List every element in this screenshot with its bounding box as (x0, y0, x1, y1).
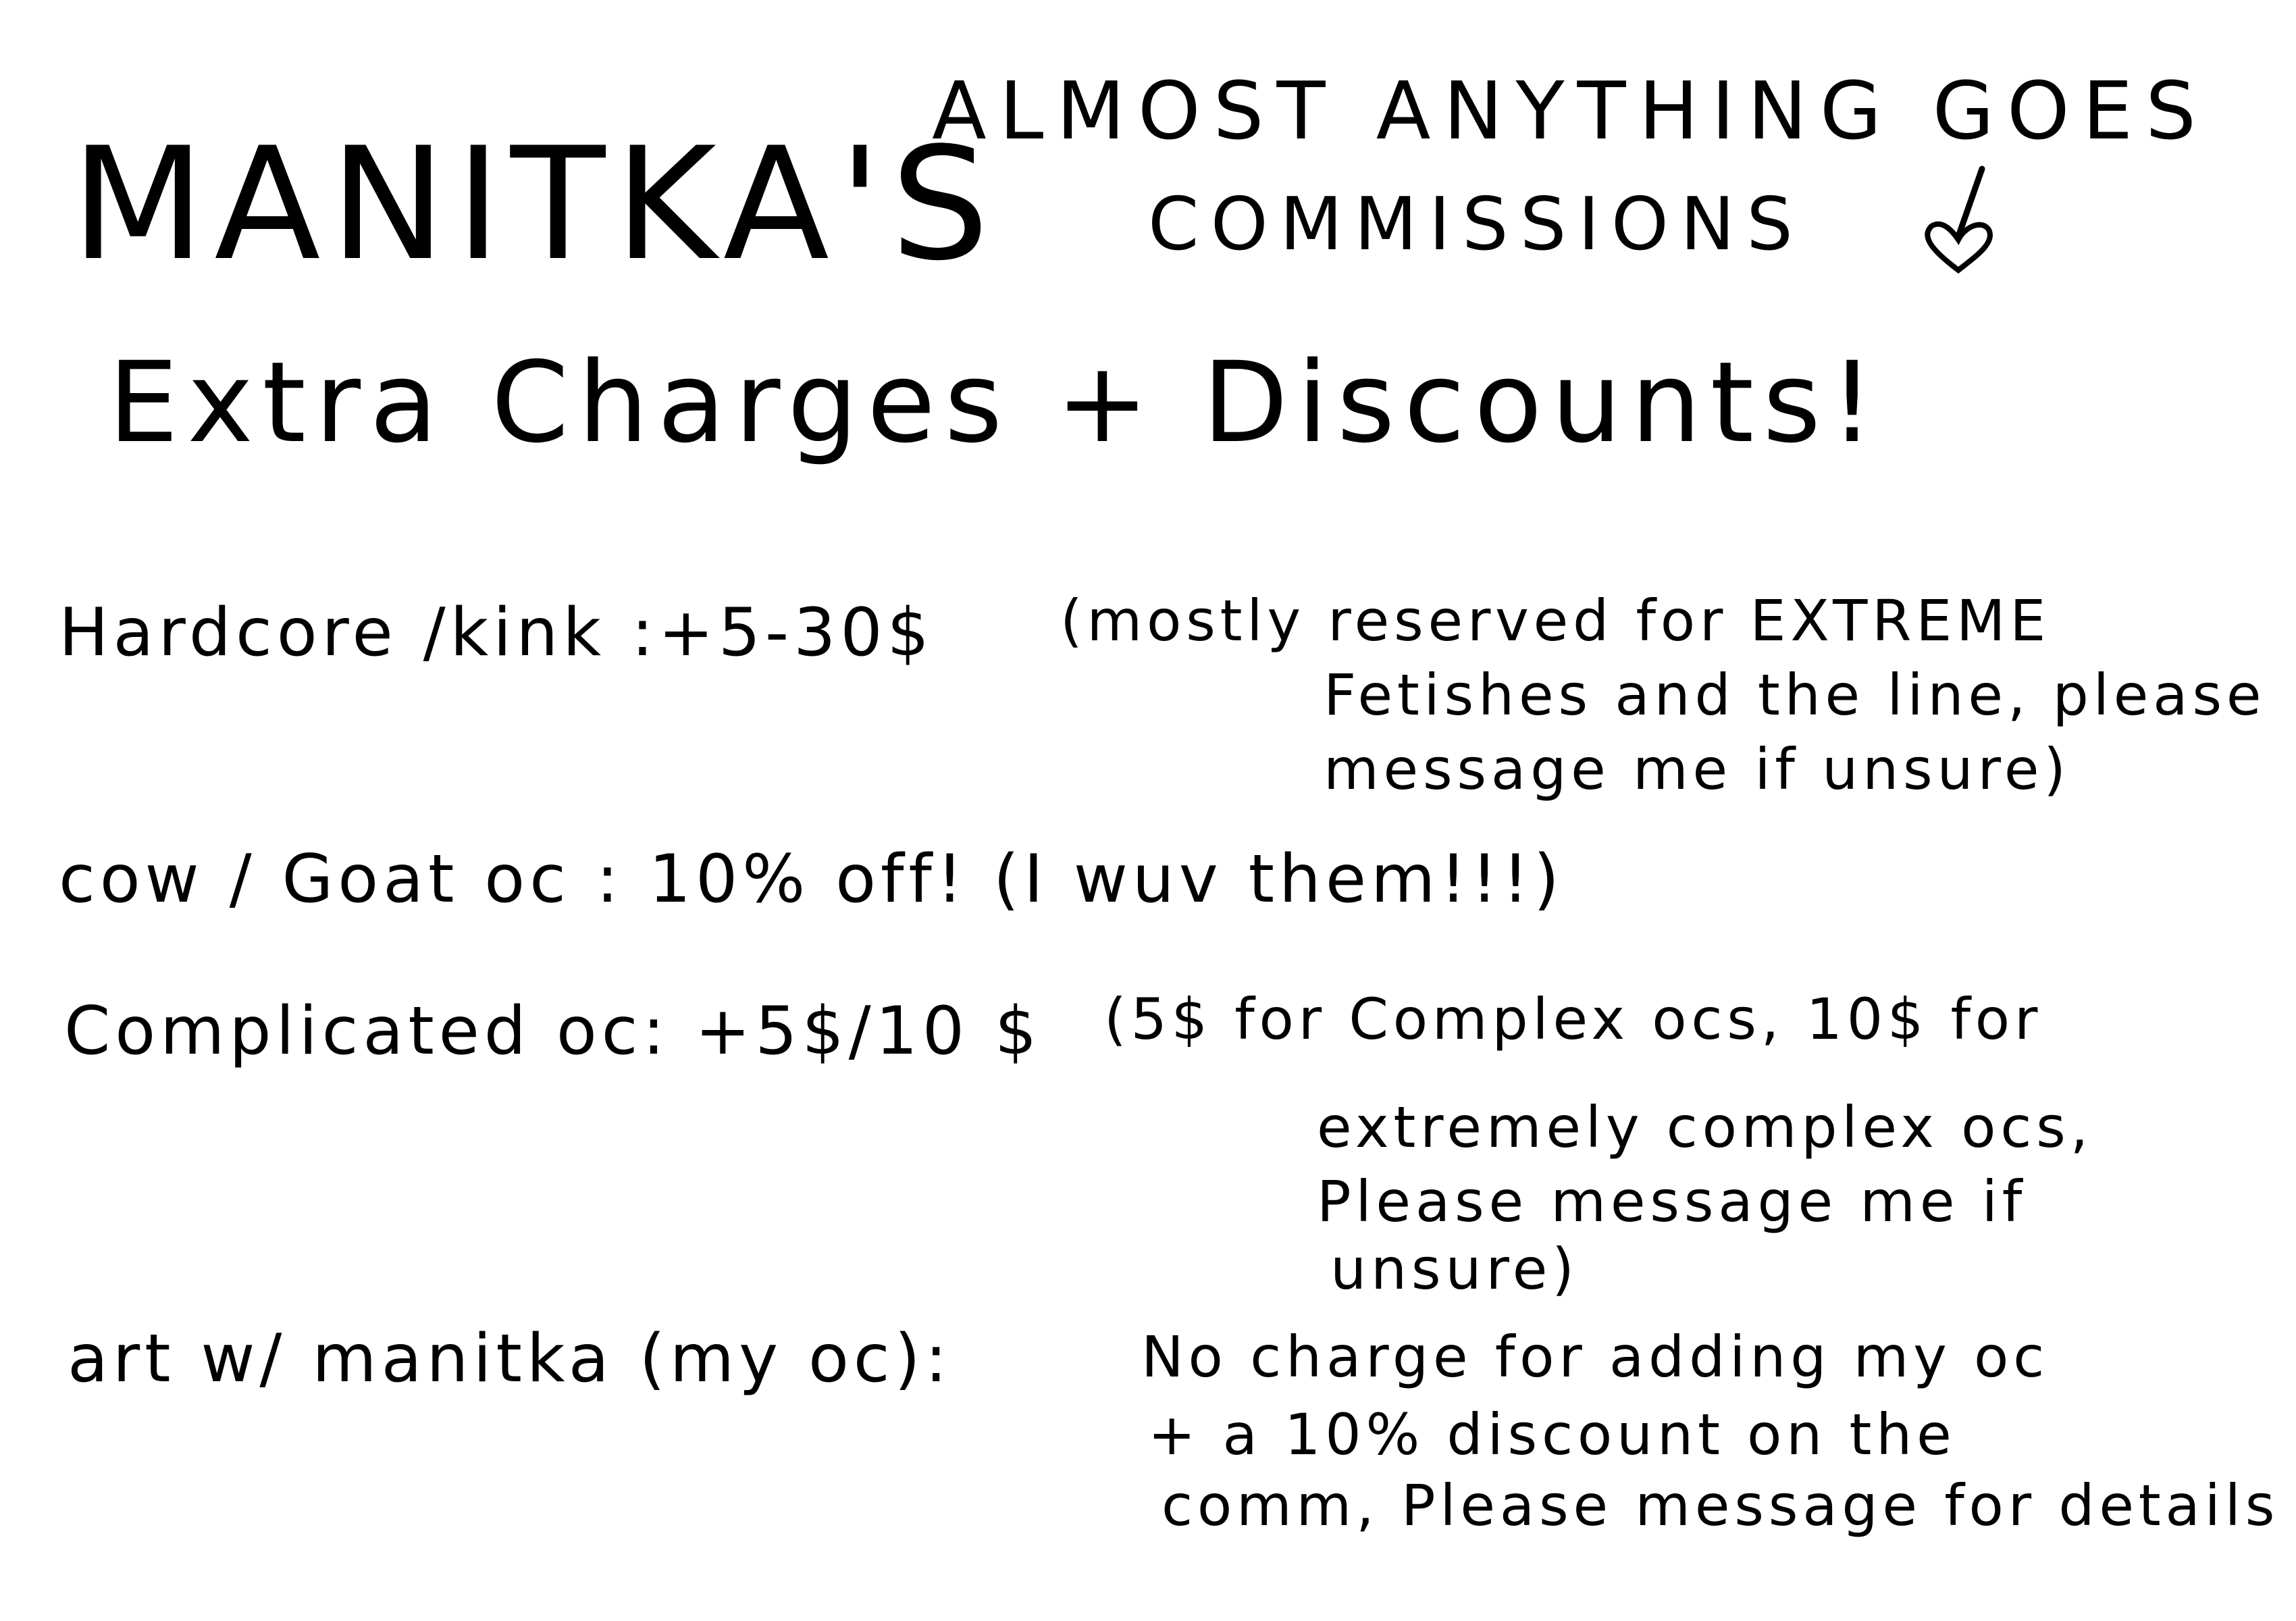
heart-doodle-icon (1925, 165, 1993, 274)
discount-note-line: No charge for adding my oc (1141, 1324, 2050, 1390)
discount-label-art-with-manitka: art w/ manitka (my oc): (68, 1320, 952, 1397)
discount-label-cow-goat: cow / Goat oc : 10% off! (I wuv them!!!) (59, 841, 1564, 918)
charge-note-line: unsure) (1330, 1236, 1579, 1302)
charge-note-line: (5$ for Complex ocs, 10$ for (1104, 986, 2043, 1052)
charge-note-line: message me if unsure) (1324, 736, 2070, 802)
discount-note-line: comm, Please message for details (1162, 1472, 2280, 1539)
artist-name-title: MANITKA'S (71, 115, 999, 295)
tagline-line-2: COMMISSIONS (1148, 182, 1805, 267)
charge-label-hardcore: Hardcore /kink :+5-30$ (59, 594, 934, 671)
charge-note-line: Please message me if (1317, 1168, 2027, 1235)
discount-note-line: + a 10% discount on the (1148, 1401, 1956, 1468)
tagline-line-1: ALMOST ANYTHING GOES (932, 64, 2209, 157)
section-heading: Extra Charges + Discounts! (108, 338, 1883, 467)
charge-note-line: Fetishes and the line, please (1324, 662, 2266, 728)
charge-label-complicated-oc: Complicated oc: +5$/10 $ (64, 993, 1042, 1070)
charge-note-line: extremely complex ocs, (1317, 1094, 2093, 1160)
charge-note-line: (mostly reserved for EXTREME (1060, 588, 2051, 654)
